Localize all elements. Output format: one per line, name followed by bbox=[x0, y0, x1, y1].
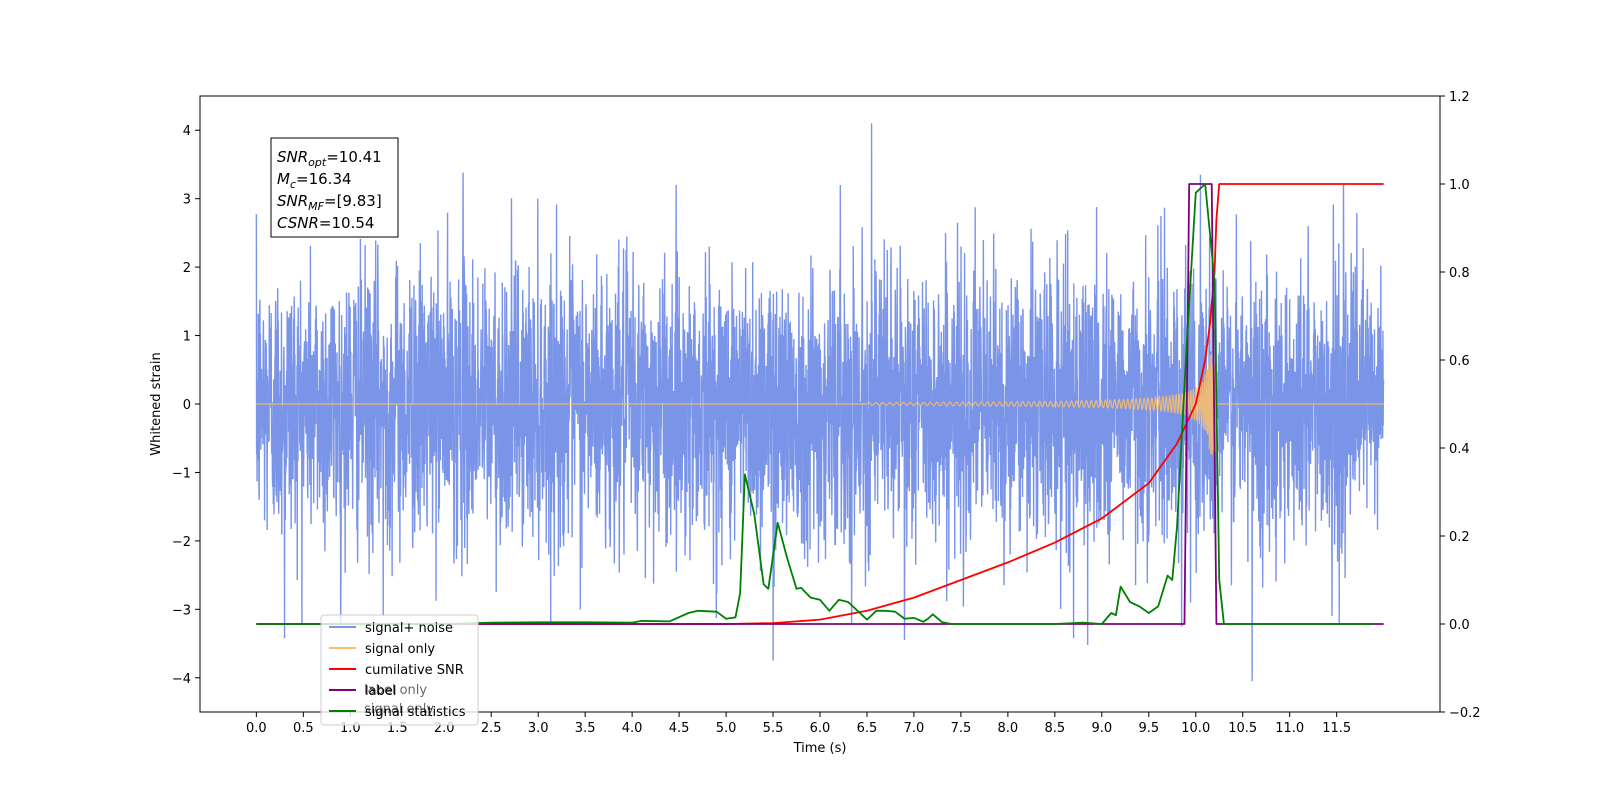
y-tick-label: −1 bbox=[172, 466, 191, 481]
y2-tick-label: 0.2 bbox=[1449, 530, 1470, 545]
y2-tick-label: 1.0 bbox=[1449, 178, 1470, 193]
y2-tick-label: 0.0 bbox=[1449, 618, 1470, 633]
x-tick-label: 4.5 bbox=[669, 721, 690, 736]
x-tick-label: 2.5 bbox=[481, 721, 502, 736]
legend: label only signal only signal+ noise signal… bbox=[320, 614, 479, 726]
y-tick-label: −3 bbox=[172, 603, 191, 618]
annotation-symbol: SNR bbox=[277, 148, 308, 166]
x-tick-label: 3.0 bbox=[528, 721, 549, 736]
legend-label: signal statistics bbox=[365, 705, 466, 720]
legend-frame bbox=[320, 614, 479, 726]
y2-tick-label: 0.6 bbox=[1449, 354, 1470, 369]
x-tick-label: 8.0 bbox=[998, 721, 1019, 736]
x-tick-label: 10.5 bbox=[1228, 721, 1257, 736]
x-tick-label: 10.0 bbox=[1181, 721, 1210, 736]
annotation-value: =[9.83] bbox=[324, 192, 382, 210]
x-tick-label: 11.5 bbox=[1322, 721, 1351, 736]
annotation-line: SNRopt=10.41 bbox=[277, 148, 382, 169]
annotation-value: =16.34 bbox=[296, 170, 352, 188]
legend-ghost-text: label only bbox=[364, 683, 427, 698]
series-signal-statistics bbox=[256, 183, 1375, 625]
legend-ghost-text: signal only bbox=[364, 702, 434, 717]
x-tick-label: 9.0 bbox=[1091, 721, 1112, 736]
annotation-symbol: SNR bbox=[277, 192, 308, 210]
annotation-line: SNRMF=[9.83] bbox=[277, 192, 382, 213]
legend-label: cumilative SNR bbox=[365, 663, 464, 678]
x-tick-label: 7.5 bbox=[951, 721, 972, 736]
y2-tick-label: 1.2 bbox=[1449, 90, 1470, 105]
x-axis-label: Time (s) bbox=[793, 741, 847, 756]
y-axis-label: Whitened strain bbox=[149, 352, 164, 455]
stats-annotation-box: SNRopt=10.41Mc=16.34SNRMF=[9.83]CSNR=10.… bbox=[270, 137, 399, 238]
x-tick-label: 0.5 bbox=[293, 721, 314, 736]
x-tick-label: 5.0 bbox=[716, 721, 737, 736]
annotation-subscript: MF bbox=[308, 200, 324, 213]
annotation-value: =10.54 bbox=[319, 214, 375, 232]
y-tick-label: 3 bbox=[183, 193, 191, 208]
x-tick-label: 5.5 bbox=[763, 721, 784, 736]
y2-tick-label: 0.4 bbox=[1449, 442, 1470, 457]
x-tick-label: 11.0 bbox=[1275, 721, 1304, 736]
y-axis-left: 4 3 2 1 0 −1 −2 −3 −4 bbox=[172, 124, 200, 687]
legend-label: signal only bbox=[365, 642, 435, 657]
y-tick-label: −2 bbox=[172, 535, 191, 550]
x-tick-label: 3.5 bbox=[575, 721, 596, 736]
annotation-frame bbox=[270, 137, 399, 238]
x-tick-label: 9.5 bbox=[1138, 721, 1159, 736]
x-tick-label: 0.0 bbox=[246, 721, 267, 736]
annotation-subscript: opt bbox=[308, 156, 327, 169]
x-tick-label: 7.0 bbox=[904, 721, 925, 736]
y-axis-right: 1.2 1.0 0.8 0.6 0.4 0.2 0.0 −0.2 bbox=[1440, 90, 1481, 721]
x-tick-label: 4.0 bbox=[622, 721, 643, 736]
x-tick-label: 6.5 bbox=[857, 721, 878, 736]
annotation-symbol: CSNR bbox=[277, 214, 319, 232]
series-layer bbox=[255, 123, 1385, 682]
legend-label: signal+ noise bbox=[365, 621, 453, 636]
y2-tick-label: −0.2 bbox=[1449, 706, 1481, 721]
annotation-symbol: M bbox=[277, 170, 290, 188]
annotation-subscript: c bbox=[290, 178, 296, 191]
y-tick-label: −4 bbox=[172, 672, 191, 687]
annotation-line: Mc=16.34 bbox=[277, 170, 352, 191]
y-tick-label: 2 bbox=[183, 261, 191, 276]
y2-tick-label: 0.8 bbox=[1449, 266, 1470, 281]
annotation-value: =10.41 bbox=[326, 148, 382, 166]
series-signal-only bbox=[256, 353, 1384, 456]
y-tick-label: 4 bbox=[183, 124, 191, 139]
y-tick-label: 1 bbox=[183, 330, 191, 345]
x-tick-label: 8.5 bbox=[1045, 721, 1066, 736]
x-tick-label: 6.0 bbox=[810, 721, 831, 736]
y-tick-label: 0 bbox=[183, 398, 191, 413]
legend-label: label bbox=[365, 684, 396, 699]
x-axis: 0.0 0.5 1.0 1.5 2.0 2.5 3.0 3.5 4.0 4.5 5.0 5.5 6.0 6… bbox=[246, 712, 1351, 736]
annotation-line: CSNR=10.54 bbox=[277, 214, 374, 232]
